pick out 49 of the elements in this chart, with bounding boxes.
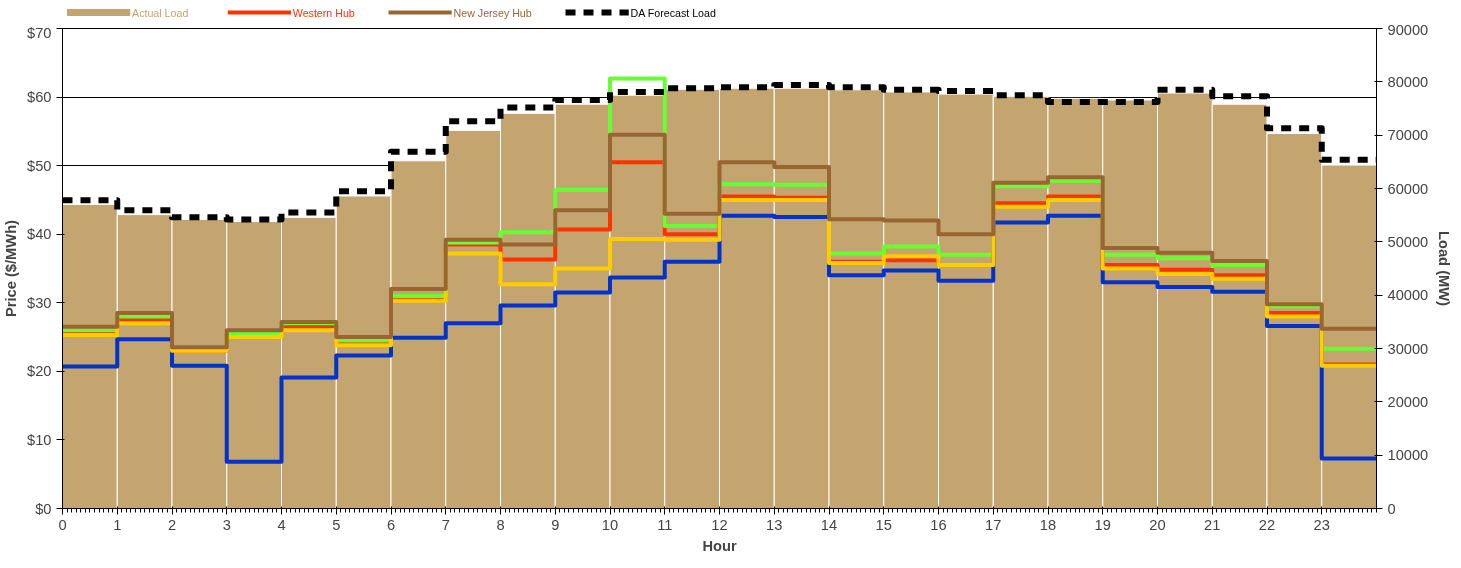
y-tick-label: $30 — [27, 294, 52, 311]
y-tick-label: $0 — [35, 500, 52, 517]
x-tick-label: 22 — [1258, 516, 1276, 533]
x-tick-label: 15 — [875, 516, 892, 533]
x-tick-label: 11 — [657, 516, 673, 533]
x-tick-label: 21 — [1204, 516, 1221, 533]
y-tick-label: $70 — [27, 24, 52, 41]
y-tick-label: $40 — [27, 226, 52, 243]
x-tick-label: 14 — [820, 516, 838, 533]
y2-tick-label: 70000 — [1387, 127, 1429, 144]
y2-tick-label: 40000 — [1387, 287, 1429, 304]
x-tick-label: 0 — [58, 516, 67, 533]
text: Western Hub — [292, 6, 355, 19]
x-tick-label: 7 — [441, 516, 450, 533]
y-tick-label: $10 — [27, 431, 52, 448]
y2-tick-label: 60000 — [1387, 180, 1429, 197]
x-tick-label: 3 — [222, 516, 231, 533]
y2-tick-label: 90000 — [1387, 21, 1429, 38]
y2-axis-title: Load (MW) — [1436, 231, 1453, 307]
text: Actual Load — [132, 6, 189, 19]
x-tick-label: 4 — [277, 516, 286, 533]
x-tick-label: 12 — [711, 516, 728, 533]
x-tick-label: 19 — [1094, 516, 1111, 533]
x-tick-label: 17 — [985, 516, 1002, 533]
x-tick-label: 18 — [1039, 516, 1057, 533]
x-tick-label: 10 — [601, 516, 619, 533]
x-tick-label: 5 — [332, 516, 341, 533]
x-tick-label: 8 — [496, 516, 505, 533]
y-tick-label: $20 — [27, 363, 52, 380]
x-tick-label: 2 — [167, 516, 177, 533]
y2-tick-label: 0 — [1387, 500, 1396, 517]
y-tick-label: $60 — [27, 89, 52, 106]
y2-tick-label: 30000 — [1387, 340, 1429, 357]
y2-tick-label: 80000 — [1387, 73, 1429, 90]
x-tick-label: 9 — [551, 516, 560, 533]
text: New Jersey Hub — [453, 6, 532, 19]
x-axis-title: Hour — [702, 537, 737, 554]
x-tick-label: 20 — [1149, 516, 1166, 533]
y2-tick-label: 10000 — [1387, 447, 1429, 464]
x-tick-label: 13 — [766, 516, 783, 533]
y2-tick-label: 50000 — [1387, 233, 1429, 250]
y-tick-label: $50 — [27, 157, 52, 174]
x-tick-label: 16 — [930, 516, 947, 533]
x-tick-label: 6 — [386, 516, 396, 533]
x-tick-label: 1 — [113, 516, 122, 533]
text: DA Forecast Load — [630, 6, 716, 19]
x-tick-label: 23 — [1313, 516, 1330, 533]
y2-tick-label: 20000 — [1387, 393, 1429, 410]
y-axis-title: Price ($/MWh) — [3, 219, 20, 317]
